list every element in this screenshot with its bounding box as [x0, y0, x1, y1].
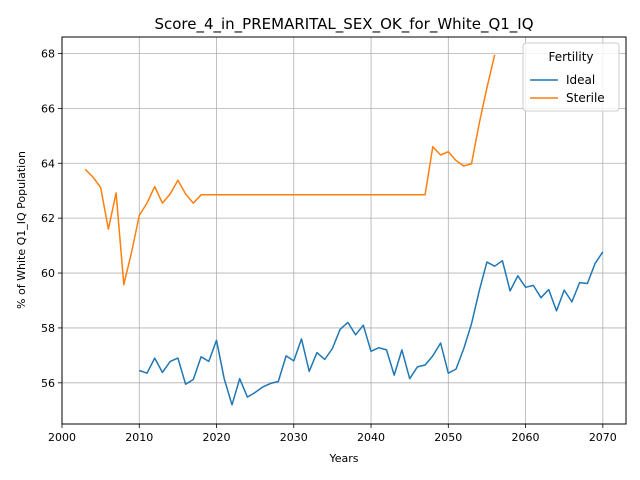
legend-title: Fertility	[548, 50, 593, 64]
y-tick-label: 68	[41, 47, 55, 60]
x-tick-label: 2040	[357, 431, 385, 444]
series-line-ideal	[139, 251, 604, 406]
x-tick-label: 2010	[125, 431, 153, 444]
x-tick-label: 2060	[512, 431, 540, 444]
legend-box	[522, 42, 620, 112]
y-tick-label: 64	[41, 157, 55, 170]
y-axis-ticks: 56 58 60 62 64 66 68	[41, 47, 62, 390]
series-layer	[84, 54, 604, 406]
x-tick-label: 2000	[48, 431, 76, 444]
y-axis-label: % of White Q1_IQ Population	[15, 151, 28, 309]
legend-label-sterile: Sterile	[566, 91, 605, 105]
x-tick-label: 2020	[203, 431, 231, 444]
y-tick-label: 58	[41, 322, 55, 335]
x-axis-label: Years	[328, 452, 358, 465]
x-tick-label: 2070	[589, 431, 617, 444]
legend-label-ideal: Ideal	[566, 73, 595, 87]
y-tick-label: 60	[41, 267, 55, 280]
x-tick-label: 2050	[434, 431, 462, 444]
y-tick-label: 66	[41, 102, 55, 115]
series-line-sterile	[84, 54, 496, 286]
chart-title: Score_4_in_PREMARITAL_SEX_OK_for_White_Q…	[154, 15, 533, 34]
y-tick-label: 62	[41, 212, 55, 225]
legend: Fertility Ideal Sterile	[522, 42, 620, 112]
y-tick-label: 56	[41, 377, 55, 390]
x-axis-ticks: 2000 2010 2020 2030 2040 2050 2060 2070	[48, 424, 617, 444]
x-tick-label: 2030	[280, 431, 308, 444]
plot-frame	[61, 36, 627, 425]
